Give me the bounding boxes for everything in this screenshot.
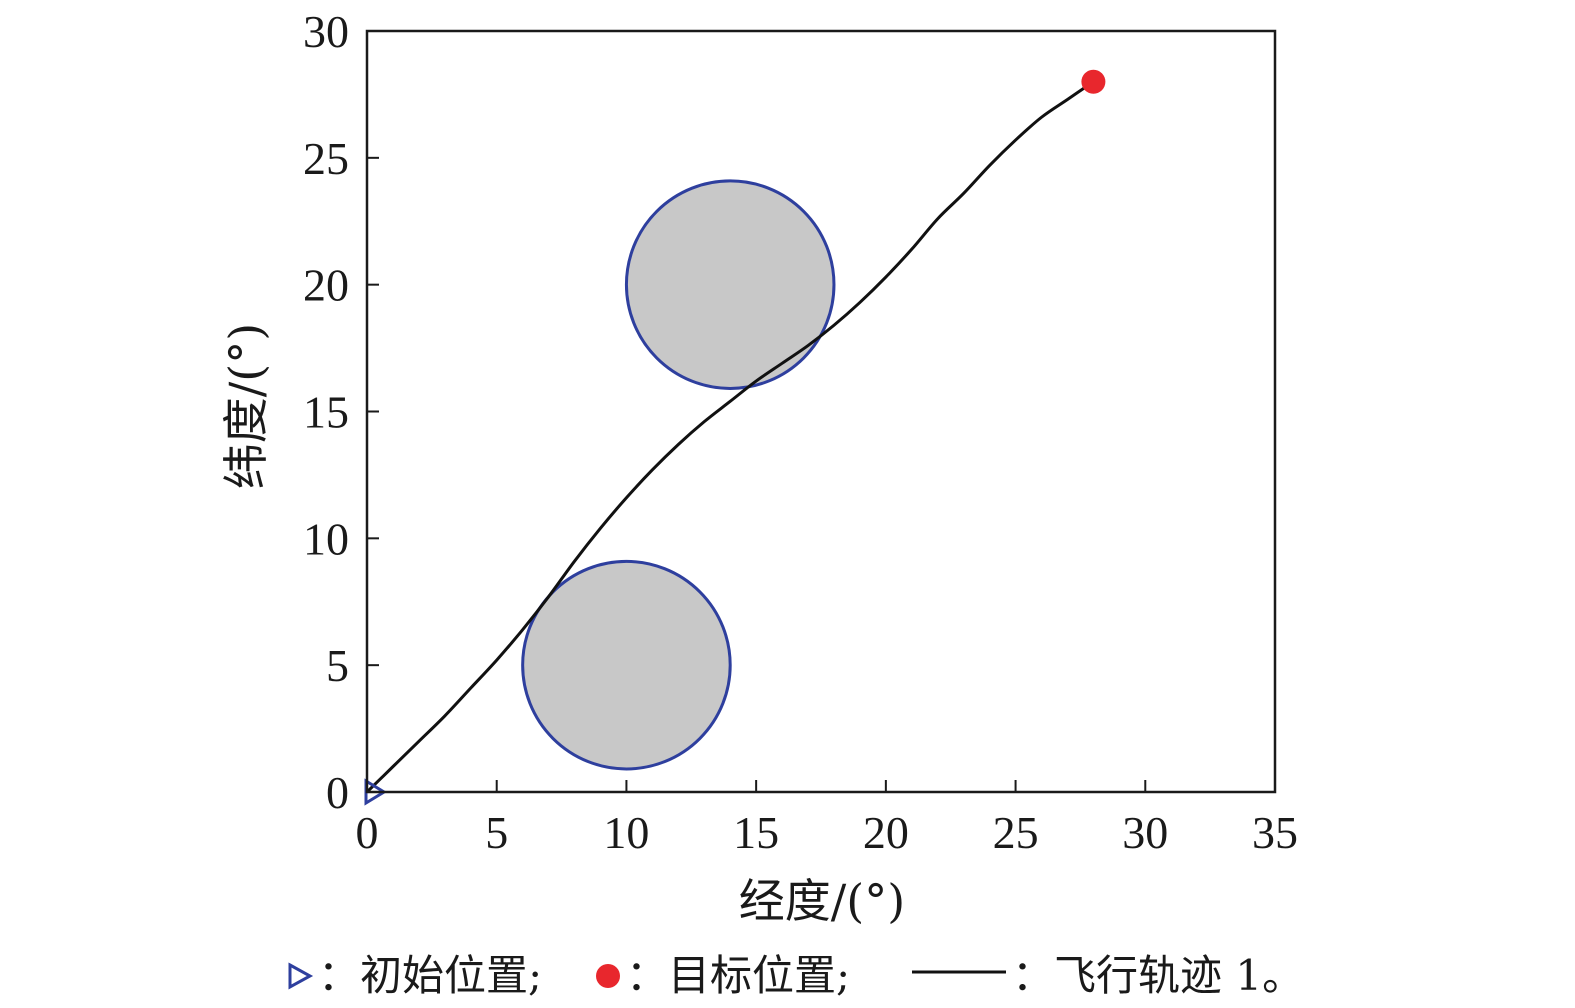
x-tick-label: 35 <box>1252 807 1298 858</box>
x-axis-title: 经度/(°) <box>739 874 905 928</box>
y-tick-label: 15 <box>303 387 349 438</box>
y-axis-title: 纬度/(°) <box>219 323 273 489</box>
x-tick-label: 15 <box>733 807 779 858</box>
trajectory-line <box>365 80 1095 794</box>
ticks-layer: 0 5 10 15 20 25 30 35 0 5 10 15 20 25 30 <box>303 6 1298 858</box>
x-tick-label: 25 <box>993 807 1039 858</box>
x-tick-label: 0 <box>356 807 379 858</box>
x-tick-label: 5 <box>485 807 508 858</box>
x-tick-label: 20 <box>863 807 909 858</box>
y-tick-label: 20 <box>303 260 349 311</box>
legend: ：初始位置; ：目标位置; ：飞行轨迹 1。 <box>288 951 1304 1000</box>
legend-target-label: ：目标位置; <box>626 951 850 1000</box>
legend-target-marker <box>596 964 620 988</box>
x-tick-label: 10 <box>603 807 649 858</box>
legend-start-marker <box>288 962 314 990</box>
y-tick-label: 5 <box>326 640 349 691</box>
y-tick-label: 25 <box>303 133 349 184</box>
y-tick-label: 0 <box>326 767 349 818</box>
y-tick-label: 10 <box>303 513 349 564</box>
plot-layer <box>364 69 1106 806</box>
obstacle-circle-2 <box>624 179 836 390</box>
y-tick-label: 30 <box>303 6 349 57</box>
target-marker <box>1081 69 1106 94</box>
x-tick-label: 30 <box>1122 807 1168 858</box>
obstacle-circle-1 <box>521 559 732 771</box>
plot-frame <box>365 29 1277 794</box>
legend-start-label: ：初始位置; <box>318 951 542 1000</box>
legend-trajectory-label: ：飞行轨迹 1。 <box>1012 951 1304 1000</box>
